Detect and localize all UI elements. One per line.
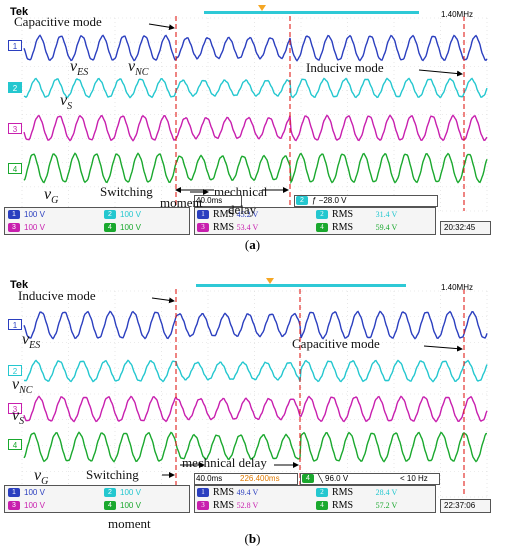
switching-label: Switching <box>86 467 139 482</box>
scope-screen-b: Tek 1.40MHz 1 2 3 4 Inducive mode Capaci… <box>4 278 491 499</box>
ch1-scale: 1 100 V <box>8 210 45 220</box>
timebase-box <box>194 195 242 207</box>
symbol-v-nc: vNC <box>128 58 149 79</box>
status-bar-b: 1 100 V 2 100 V 3 100 V 4 100 V 40.0ms 226.4… <box>4 473 491 513</box>
trace-ch4 <box>23 431 488 463</box>
capacitive-mode-label: Capacitive mode <box>292 336 380 351</box>
record-bar <box>196 284 406 287</box>
meas-ch4: 4 RMS 59.4 V <box>316 222 397 233</box>
scope-screen-a: Tek 1.40MHz 1 2 3 4 Capacitive mode Indu… <box>4 5 491 213</box>
meas-ch4: 4 RMS 57.2 V <box>316 500 397 511</box>
annotation-arrow-2 <box>423 345 463 352</box>
trigger-readout: 4 ╲ 96.0 V <box>302 474 348 484</box>
meas-ch2: 2 RMS 31.4 V <box>316 209 397 220</box>
channel-3-marker[interactable]: 3 <box>8 403 22 414</box>
meas-ch1: 1 RMS 49.4 V <box>197 487 258 498</box>
channel-1-marker[interactable]: 1 <box>8 319 22 330</box>
inducive-mode-label: Inducive mode <box>306 60 384 75</box>
ch2-scale: 2 100 V <box>104 488 141 498</box>
mechnical-delay-label: mechnical delay <box>182 455 267 470</box>
waveform-display-b <box>21 289 488 498</box>
trigger-box <box>300 473 440 485</box>
channel-4-marker[interactable]: 4 <box>8 163 22 174</box>
inducive-mode-label: Inducive mode <box>18 288 96 303</box>
brand-label: Tek <box>10 6 29 18</box>
measurement-box <box>194 485 436 513</box>
record-bar <box>204 11 419 14</box>
trigger-position-marker[interactable] <box>258 5 266 11</box>
delay-label-a: delay <box>228 202 257 217</box>
brand-label: Tek <box>10 279 29 291</box>
trigger-box <box>294 195 438 207</box>
channel-scale-box <box>4 485 190 513</box>
trace-ch4 <box>23 152 488 185</box>
meas-ch3: 3 RMS 53.4 V <box>197 222 258 233</box>
symbol-v-g: vG <box>34 467 49 488</box>
caption-a: (a) <box>244 237 261 252</box>
switching-label: Switching <box>100 184 153 199</box>
timebase-readout: 40.0ms <box>196 474 223 483</box>
symbol-v-nc: vNC <box>12 376 33 397</box>
trace-ch2 <box>23 359 488 383</box>
ch2-scale: 2 100 V <box>104 210 141 220</box>
ch4-scale: 4 100 V <box>104 501 141 511</box>
oscilloscope-panel-b: Tek 1.40MHz 1 2 3 4 Inducive mode Capaci… <box>0 273 505 550</box>
channel-scale-box <box>4 207 190 235</box>
trace-ch1 <box>23 310 488 340</box>
annotation-arrow-2 <box>418 69 463 77</box>
timebase-readout: 40.0ms <box>196 196 223 205</box>
clock-readout: 20:32:45 <box>444 223 476 232</box>
caption-b: (b) <box>244 531 261 546</box>
symbol-v-es: vES <box>22 331 41 352</box>
offset-readout: 226.400ms <box>240 474 280 483</box>
channel-1-marker[interactable]: 1 <box>8 40 22 51</box>
moment-label-a: moment <box>160 195 203 210</box>
channel-2-marker[interactable]: 2 <box>8 82 22 93</box>
trace-ch1 <box>23 34 488 62</box>
oscilloscope-panel-a: Tek 1.40MHz 1 2 3 4 Capacitive mode Indu… <box>0 0 505 252</box>
meas-ch2: 2 RMS 28.4 V <box>316 487 397 498</box>
ch4-scale: 4 100 V <box>104 223 141 233</box>
trace-ch3 <box>23 114 488 142</box>
trace-ch3 <box>23 395 488 423</box>
channel-2-marker[interactable]: 2 <box>8 365 22 376</box>
clock-box <box>440 499 491 513</box>
clock-readout: 22:37:06 <box>444 501 476 510</box>
ch3-scale: 3 100 V <box>8 223 45 233</box>
symbol-v-s: vS <box>12 407 25 428</box>
clock-box <box>440 221 491 235</box>
symbol-v-es: vES <box>70 58 89 79</box>
capacitive-mode-label: Capacitive mode <box>14 14 102 29</box>
ch1-scale: 1 100 V <box>8 488 45 498</box>
ch3-scale: 3 100 V <box>8 501 45 511</box>
trigger-position-marker[interactable] <box>266 278 274 284</box>
channel-3-marker[interactable]: 3 <box>8 123 22 134</box>
trace-ch2 <box>23 77 488 99</box>
timebase-box <box>194 473 298 485</box>
measurement-box <box>194 207 436 235</box>
symbol-v-s: vS <box>60 92 73 113</box>
annotation-arrow-1 <box>151 297 175 304</box>
trigger-frequency: < 10 Hz <box>400 474 428 483</box>
moment-label-b: moment <box>108 516 151 531</box>
meas-ch3: 3 RMS 52.8 V <box>197 500 258 511</box>
symbol-v-g: vG <box>44 186 59 207</box>
frequency-readout: 1.40MHz <box>440 10 473 19</box>
channel-4-marker[interactable]: 4 <box>8 439 22 450</box>
meas-ch1: 1 RMS 45.2 V <box>197 209 258 220</box>
annotation-arrow-1 <box>148 23 175 31</box>
waveform-display-a <box>21 16 488 212</box>
frequency-readout: 1.40MHz <box>440 283 473 292</box>
